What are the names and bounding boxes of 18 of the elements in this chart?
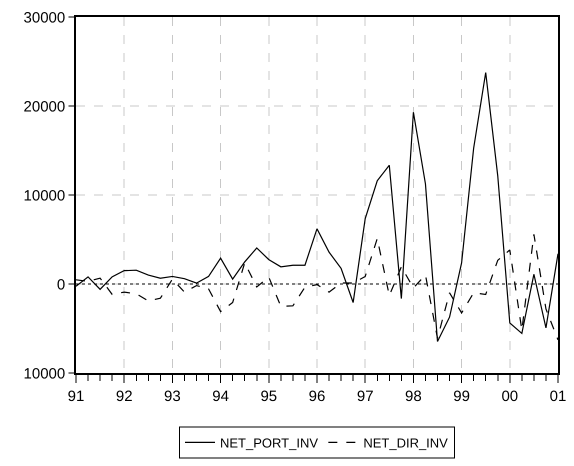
x-tick-label: 99: [453, 388, 470, 405]
legend-label: NET_PORT_INV: [220, 435, 318, 450]
x-tick-label: 01: [550, 388, 566, 405]
x-tick-label: 95: [260, 388, 278, 405]
y-tick-label: 10000: [24, 187, 66, 204]
x-tick-label: 93: [164, 388, 181, 405]
x-tick-label: 94: [212, 388, 229, 405]
y-tick-label: 0: [56, 276, 66, 294]
y-tick-label: 10000: [24, 365, 66, 382]
x-tick-label: 96: [308, 388, 326, 405]
y-tick-label: 20000: [24, 98, 66, 116]
x-tick-label: 00: [501, 388, 518, 405]
x-tick-label: 92: [116, 388, 133, 405]
x-tick-label: 98: [405, 388, 422, 405]
x-tick-label: 91: [68, 388, 84, 405]
legend-label: NET_DIR_INV: [363, 435, 448, 450]
y-tick-label: 30000: [24, 9, 66, 26]
x-tick-label: 97: [356, 388, 374, 405]
